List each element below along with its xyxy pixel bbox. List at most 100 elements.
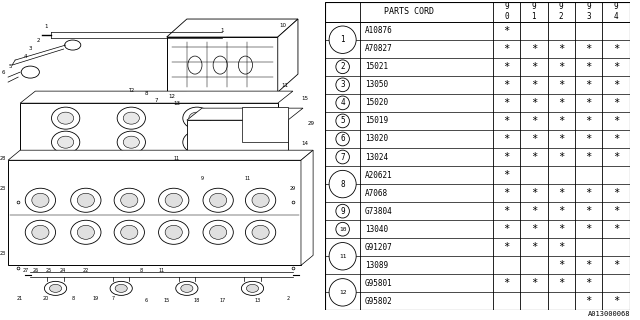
Text: *: * [531,116,537,126]
Text: A10876: A10876 [365,26,392,35]
Ellipse shape [124,112,140,124]
Ellipse shape [245,220,276,244]
Polygon shape [278,19,298,92]
Text: 13089: 13089 [365,261,388,270]
Text: 13: 13 [255,298,260,303]
Text: 11: 11 [173,156,180,161]
Ellipse shape [180,284,193,292]
Text: 6: 6 [340,134,345,143]
Ellipse shape [114,188,145,212]
Text: 20: 20 [42,296,49,301]
Text: 6: 6 [1,70,4,75]
Text: *: * [531,134,537,144]
Text: *: * [613,98,619,108]
Text: 4: 4 [340,98,345,108]
Ellipse shape [241,281,264,295]
Text: 21: 21 [17,296,23,301]
Ellipse shape [246,284,259,292]
Text: *: * [613,80,619,90]
Text: *: * [531,242,537,252]
Ellipse shape [124,136,140,148]
Text: *: * [558,98,564,108]
Text: 9: 9 [200,176,204,181]
Text: *: * [531,206,537,216]
Text: 13040: 13040 [365,225,388,234]
Text: 28: 28 [0,156,6,161]
Ellipse shape [121,225,138,239]
Text: *: * [531,152,537,162]
Bar [20,103,278,155]
Text: PARTS CORD: PARTS CORD [384,7,434,16]
Circle shape [336,114,349,128]
Ellipse shape [188,56,202,74]
Text: 1: 1 [340,35,345,44]
Text: 7: 7 [340,153,345,162]
Circle shape [336,60,349,74]
Ellipse shape [44,281,67,295]
Text: 11: 11 [244,176,251,181]
Text: *: * [586,278,592,288]
Ellipse shape [176,281,198,295]
Text: 25: 25 [45,268,52,273]
Text: A013000068: A013000068 [588,311,630,317]
Ellipse shape [209,225,227,239]
Text: 2: 2 [286,296,289,301]
Text: *: * [503,206,509,216]
Text: 29: 29 [308,121,315,126]
Text: 11: 11 [159,268,164,273]
Circle shape [329,243,356,270]
Text: *: * [613,188,619,198]
Text: *: * [531,98,537,108]
Text: 4: 4 [24,54,27,59]
Text: 22: 22 [83,268,89,273]
Text: 24: 24 [60,268,66,273]
Text: 15021: 15021 [365,62,388,71]
Ellipse shape [58,112,74,124]
Text: G95801: G95801 [365,279,392,288]
Text: 9
4: 9 4 [614,2,618,21]
Text: 13: 13 [173,101,180,106]
Ellipse shape [117,107,145,129]
Circle shape [329,170,356,198]
Ellipse shape [121,193,138,207]
Text: *: * [503,116,509,126]
Text: *: * [531,188,537,198]
Circle shape [329,279,356,306]
Circle shape [336,150,349,164]
Text: *: * [558,62,564,72]
Ellipse shape [238,56,253,74]
Text: *: * [558,80,564,90]
Ellipse shape [77,193,95,207]
Text: 1: 1 [45,24,48,28]
Text: *: * [558,188,564,198]
Ellipse shape [252,193,269,207]
Text: *: * [613,62,619,72]
Ellipse shape [51,107,80,129]
Polygon shape [8,150,313,160]
Polygon shape [166,19,298,37]
Text: 7: 7 [155,98,158,103]
Text: 11: 11 [282,83,288,88]
Ellipse shape [25,188,56,212]
Text: 2: 2 [340,62,345,71]
Ellipse shape [32,193,49,207]
Text: *: * [613,44,619,54]
Text: *: * [503,98,509,108]
Text: *: * [503,278,509,288]
Ellipse shape [32,225,49,239]
Text: 29: 29 [290,186,296,191]
Ellipse shape [49,284,61,292]
Text: *: * [586,80,592,90]
Ellipse shape [203,188,234,212]
Text: *: * [613,152,619,162]
Text: *: * [503,134,509,144]
Text: 1: 1 [220,28,224,33]
Text: 12: 12 [339,290,346,295]
Ellipse shape [183,107,211,129]
Ellipse shape [159,188,189,212]
Text: 8: 8 [145,91,148,96]
Circle shape [329,26,356,53]
Text: *: * [503,242,509,252]
Text: 13020: 13020 [365,134,388,143]
Ellipse shape [65,40,81,50]
